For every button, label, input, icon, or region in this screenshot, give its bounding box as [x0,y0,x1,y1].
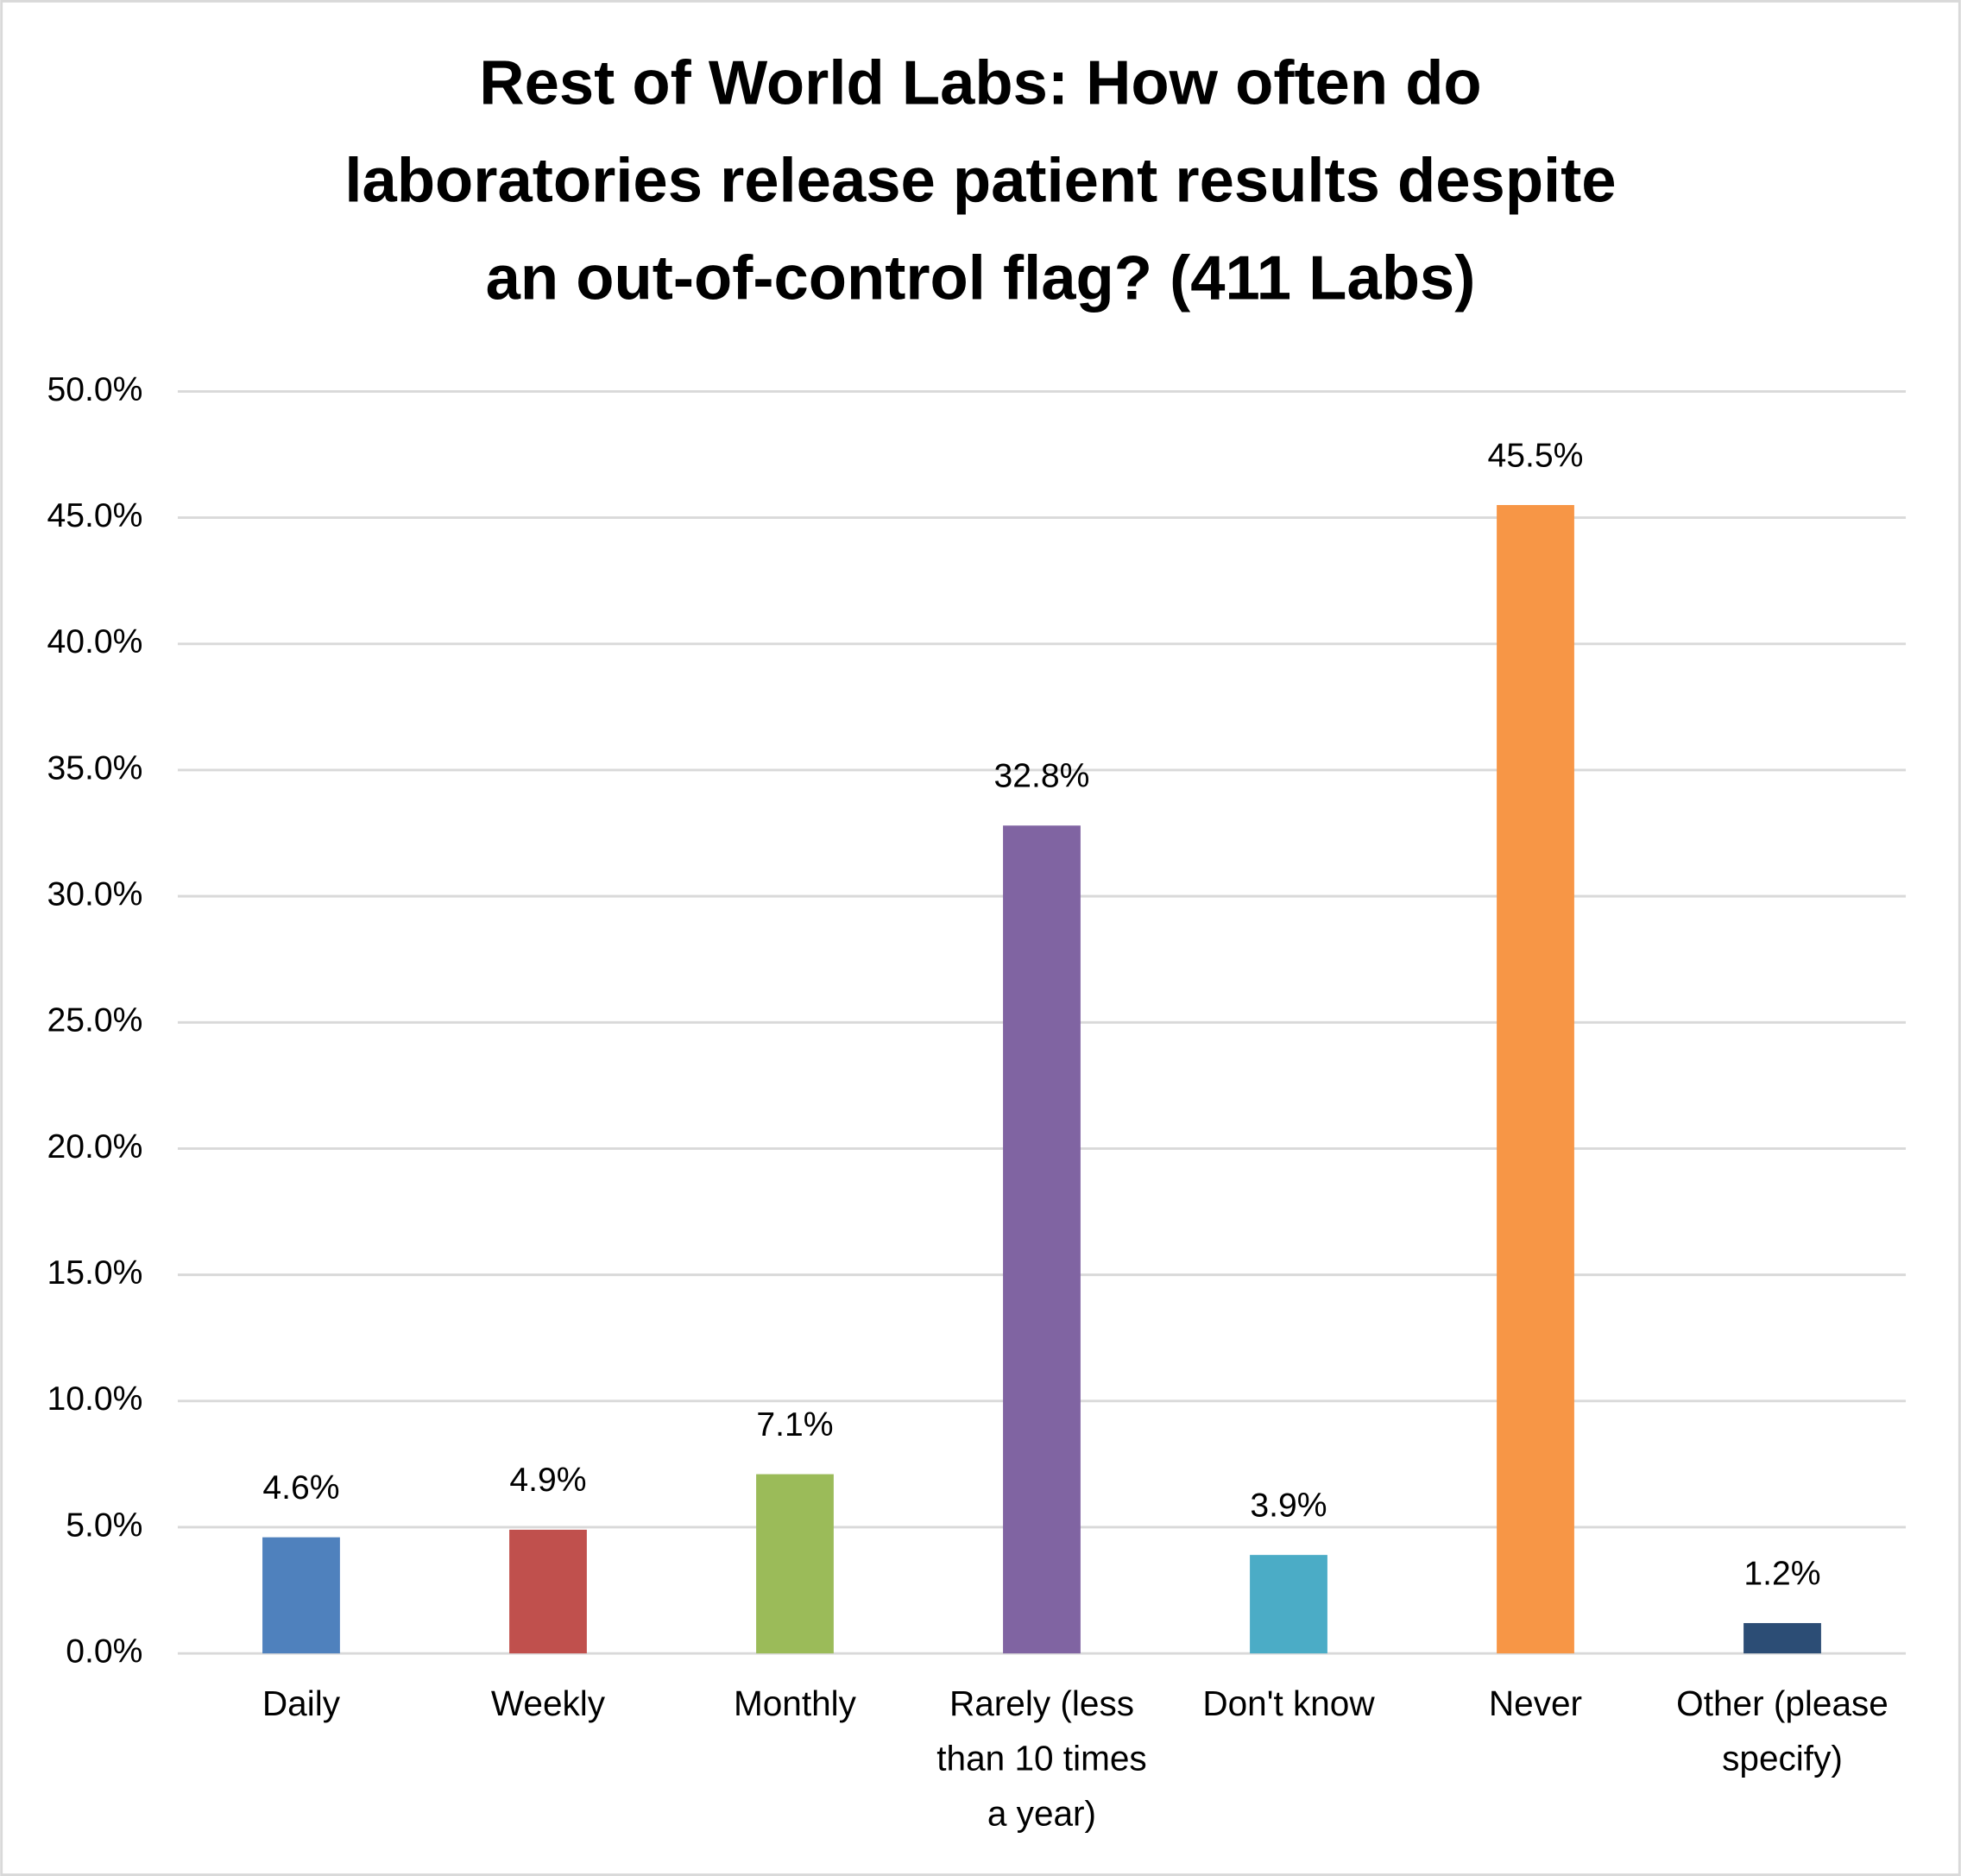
bar [1250,1555,1327,1654]
y-tick-label: 25.0% [47,1002,142,1039]
y-tick-label: 15.0% [47,1254,142,1292]
value-label: 1.2% [1743,1555,1820,1592]
y-tick-label: 10.0% [47,1380,142,1418]
value-label: 4.6% [262,1469,339,1506]
x-tick-label: Other (please specify) [1676,1683,1888,1778]
bar [1743,1623,1821,1654]
chart-title: Rest of World Labs: How often do laborato… [344,48,1616,313]
y-tick-label: 45.0% [47,497,142,534]
x-tick-label: Rarely (less than 10 times a year) [936,1683,1146,1833]
x-tick-label: Monthly [734,1683,857,1723]
x-tick-label: Weekly [491,1683,606,1723]
bar [509,1529,587,1654]
value-label: 3.9% [1250,1487,1327,1524]
x-tick-label: Daily [262,1683,341,1723]
bar [756,1474,834,1654]
x-tick-label: Don't know [1202,1683,1375,1723]
bar [1003,825,1081,1654]
x-tick-label: Never [1489,1683,1582,1723]
y-tick-label: 0.0% [66,1633,142,1670]
value-label: 32.8% [994,758,1090,795]
value-label: 45.5% [1488,437,1584,474]
y-tick-label: 40.0% [47,623,142,660]
y-tick-label: 30.0% [47,875,142,913]
bar [262,1537,340,1654]
y-tick-label: 5.0% [66,1506,142,1544]
y-tick-label: 50.0% [47,371,142,408]
value-label: 7.1% [756,1406,833,1443]
bar [1497,504,1574,1654]
value-label: 4.9% [509,1462,586,1499]
y-tick-label: 35.0% [47,749,142,786]
y-tick-label: 20.0% [47,1128,142,1165]
